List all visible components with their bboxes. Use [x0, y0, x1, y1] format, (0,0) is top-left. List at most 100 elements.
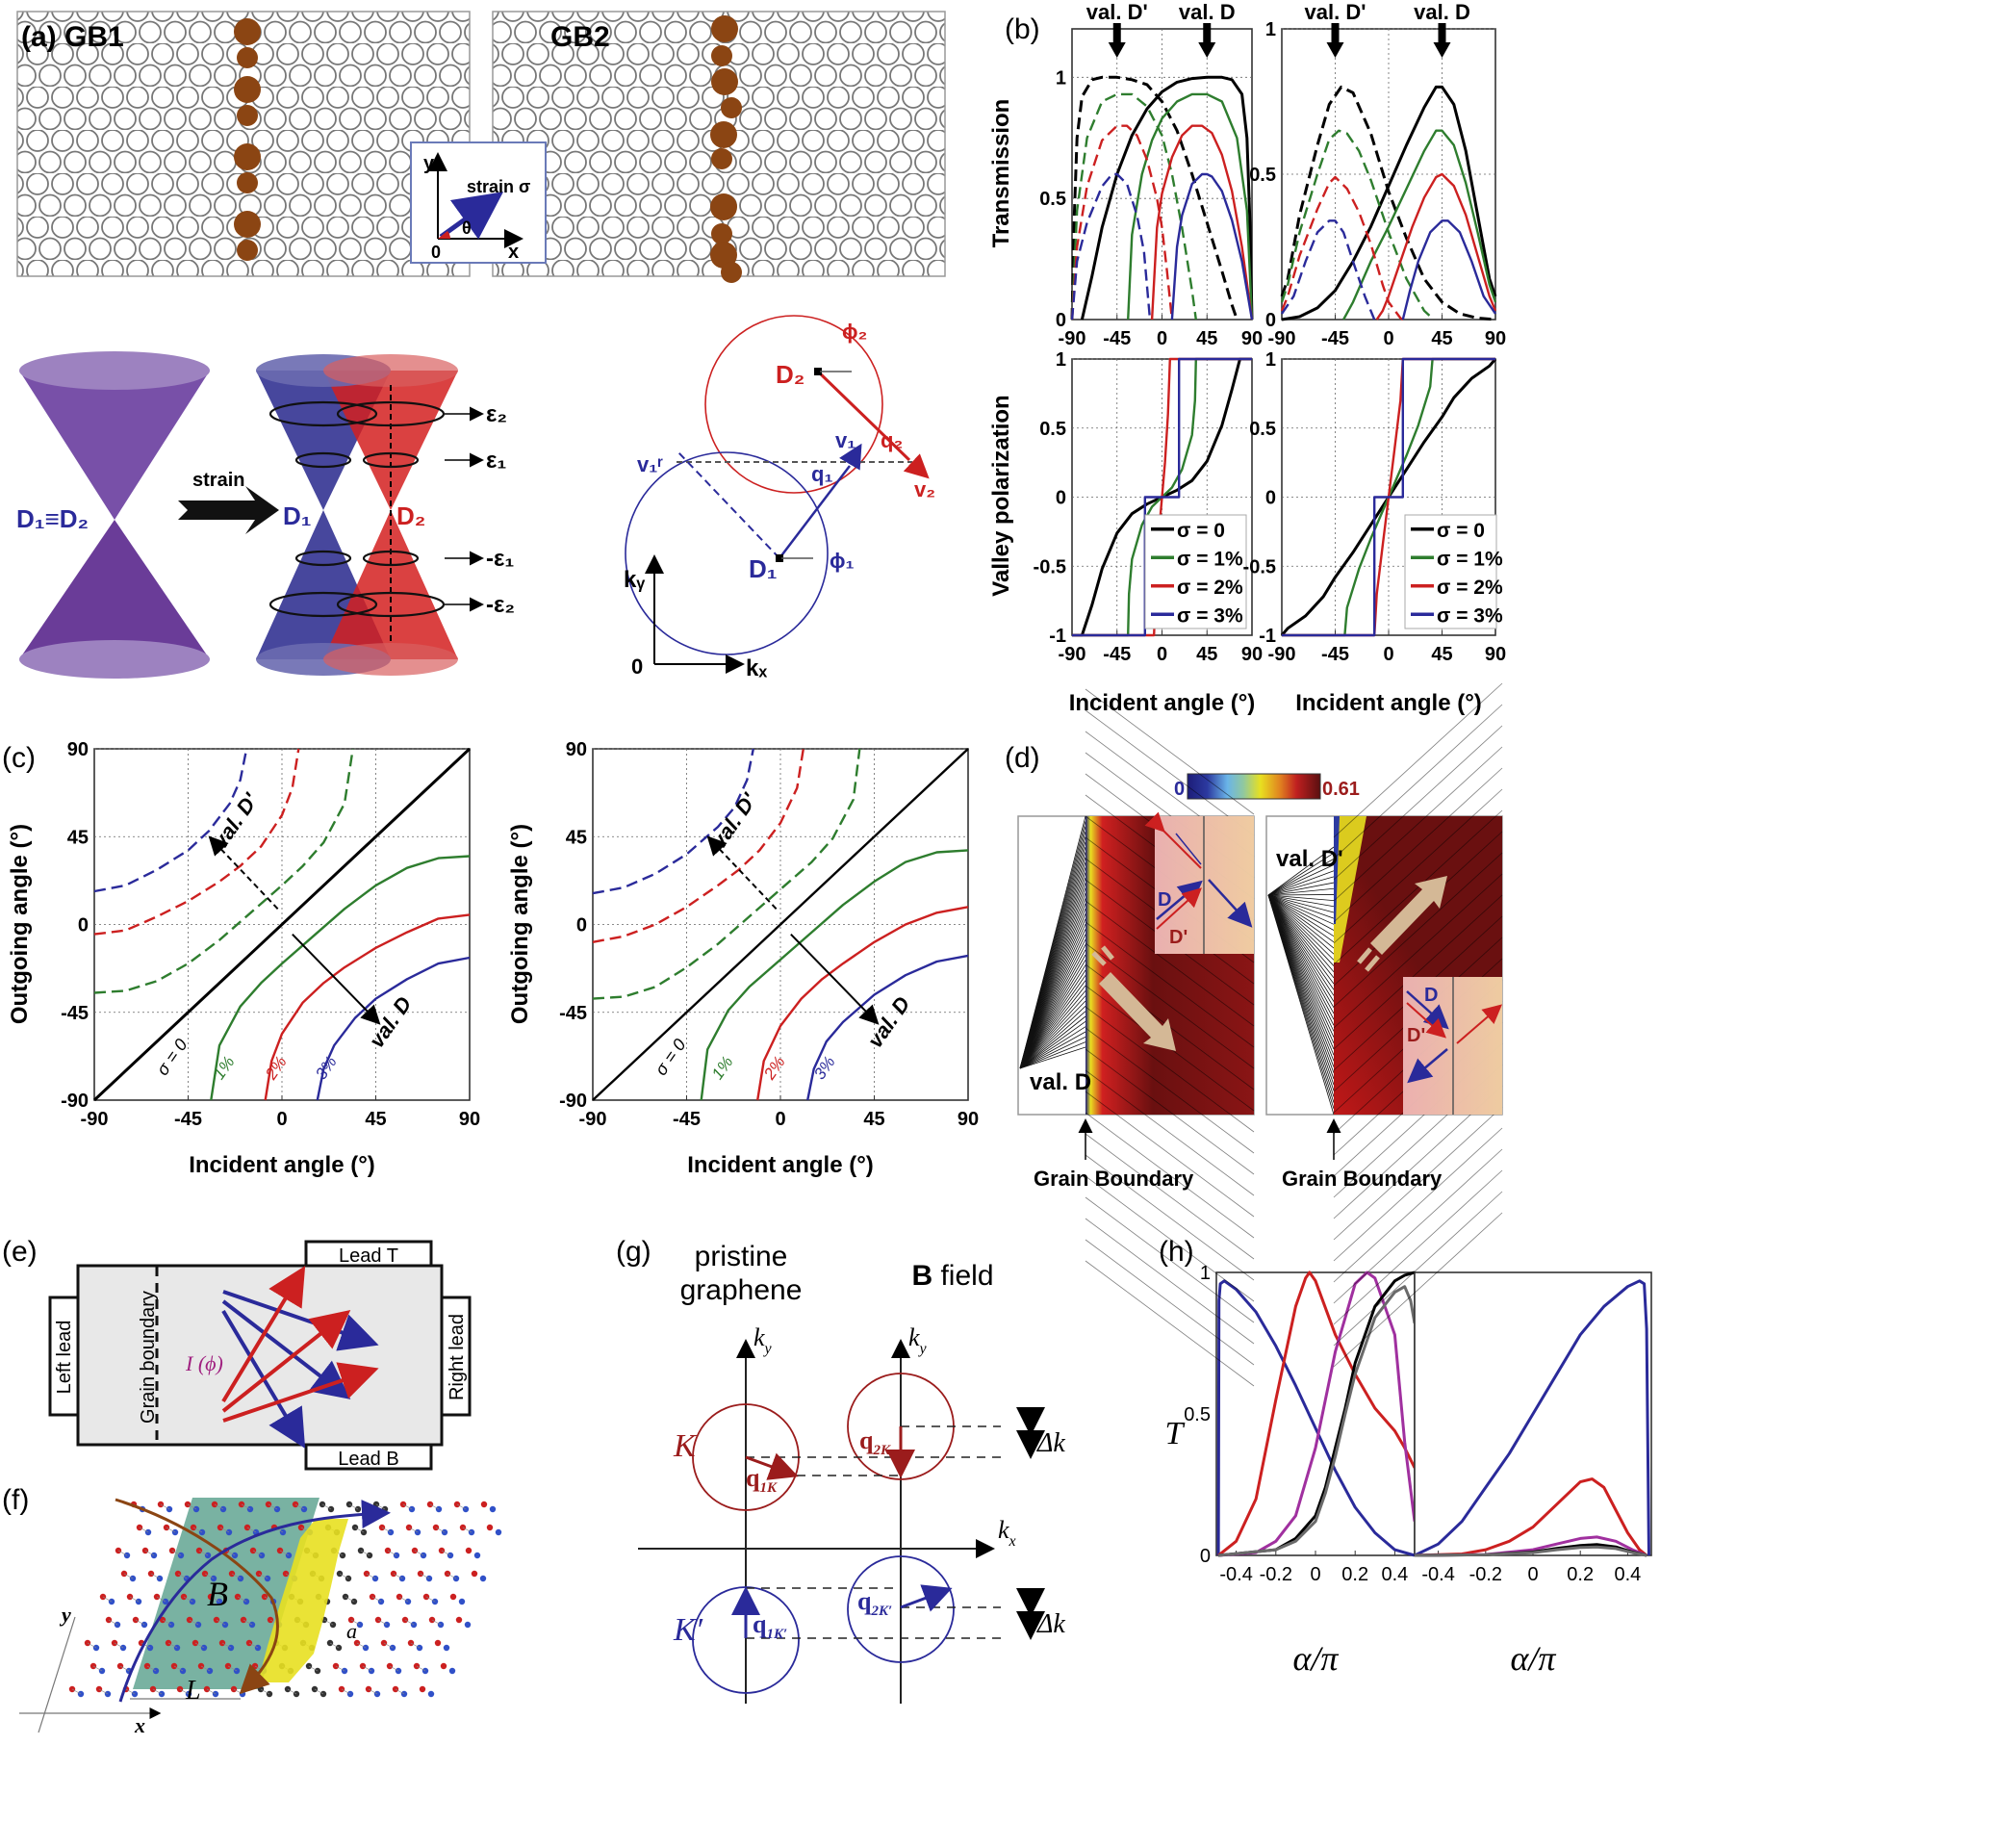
heptagon	[234, 211, 261, 238]
atom-a	[486, 1524, 494, 1531]
y-tick-label: -1	[1049, 626, 1066, 647]
ray	[1019, 1011, 1086, 1069]
valley-arrow-icon	[1326, 23, 1344, 58]
lead-b[interactable]	[304, 1443, 433, 1471]
bond	[447, 1573, 457, 1579]
x-tick-label: -45	[1103, 644, 1131, 665]
grain-boundary-text: Grain boundary	[138, 1291, 159, 1424]
defect-ring	[721, 97, 742, 118]
streamline	[1333, 704, 1503, 860]
ky-label-g1: ky	[753, 1323, 773, 1357]
x-tick-label: -0.4	[1421, 1564, 1454, 1585]
fermi-circle-kp2	[847, 1555, 955, 1663]
y-tick-label: 1	[1265, 349, 1276, 371]
series-line	[592, 748, 969, 1101]
panel-a: (a) GB1 GB2 y x 0 strain σ θ D₁≡D₂ strai…	[16, 11, 946, 681]
y-tick-label: 0	[1200, 1546, 1211, 1567]
atom-a	[434, 1639, 442, 1647]
bond	[87, 1642, 97, 1649]
legend-entry: σ = 1%	[1437, 548, 1503, 570]
gb1-defect-chain	[234, 18, 261, 261]
streamline	[1085, 1239, 1255, 1366]
ray	[1019, 995, 1086, 1069]
col1-line1: pristine	[695, 1241, 788, 1272]
bond	[323, 1619, 334, 1626]
streamline	[1085, 1112, 1255, 1239]
lead-t[interactable]	[304, 1240, 433, 1268]
bond	[248, 1642, 259, 1649]
flow-arrow-right	[1370, 876, 1447, 955]
x-tick-label: 0.2	[1567, 1564, 1594, 1585]
streamline	[1085, 1069, 1255, 1196]
legend-box	[1404, 514, 1497, 629]
right-lead[interactable]	[440, 1296, 472, 1417]
electron-path-kp	[118, 1500, 391, 1703]
ray	[1267, 894, 1335, 990]
v1-arrow	[839, 443, 862, 471]
bond	[429, 1503, 440, 1510]
ray	[1019, 960, 1086, 1069]
bond	[335, 1665, 345, 1672]
chart-b-polarization-gb1: -90 -45 0 45 90 -1 -0.5 0 0.5 1 Valley polarizatio…	[988, 349, 1263, 716]
bond	[119, 1665, 130, 1672]
y-label: y	[59, 1603, 71, 1627]
panel-d: 0 0.61 D D' val. D Grain Boundary	[1017, 682, 1503, 1387]
grain-boundary-label-right: Grain Boundary	[1282, 1167, 1443, 1191]
left-lead[interactable]	[48, 1296, 80, 1417]
q1kp-label: q1K′	[753, 1610, 787, 1642]
y-tick-label: 1	[1200, 1263, 1211, 1284]
map-val-dp: D D' val. D' Grain Boundary	[1265, 682, 1503, 1368]
series-line	[1414, 1545, 1647, 1557]
map-val-d: D D' val. D Grain Boundary	[1017, 688, 1255, 1387]
bond	[339, 1573, 349, 1579]
series-line	[93, 748, 248, 893]
ray	[1267, 894, 1335, 908]
x-tick-label: 0	[1157, 644, 1167, 665]
y-tick-label: -45	[61, 1003, 89, 1024]
colorbar-min: 0	[1174, 779, 1185, 800]
a-label: a	[346, 1619, 357, 1643]
device-body	[76, 1264, 444, 1447]
bond	[152, 1688, 163, 1695]
ray	[1267, 894, 1335, 937]
bond	[231, 1573, 242, 1579]
electron-path-k	[115, 1498, 279, 1695]
y-tick-label: 90	[566, 739, 587, 760]
bond	[354, 1527, 365, 1533]
ray	[1267, 894, 1335, 896]
right-lead-label: Right lead	[447, 1314, 468, 1400]
ray	[1019, 1015, 1086, 1069]
y-tick-label: 0.5	[1249, 165, 1276, 186]
x-tick-label: 0	[1383, 644, 1393, 665]
bond	[243, 1619, 253, 1626]
bond	[123, 1573, 134, 1579]
legend-entry: σ = 1%	[1177, 548, 1243, 570]
lead-t-label: Lead T	[339, 1245, 398, 1267]
x-tick-label: -45	[1321, 644, 1349, 665]
bond	[150, 1573, 161, 1579]
bond	[410, 1642, 421, 1649]
bond	[71, 1688, 82, 1695]
y-axis-label: Valley polarization	[988, 395, 1014, 596]
x-axis-label: α/π	[1511, 1639, 1557, 1678]
bond	[362, 1665, 372, 1672]
chart-h-right: -0.4 -0.2 0 0.2 0.4 α/π	[1414, 1271, 1652, 1678]
x-tick-label: 0.4	[1381, 1564, 1408, 1585]
series-line	[700, 849, 969, 1101]
ray	[1019, 1031, 1086, 1069]
bond	[183, 1596, 193, 1603]
v1-label: v₁	[835, 428, 856, 452]
ray	[1267, 887, 1335, 896]
x-tick-label: 45	[1196, 328, 1217, 349]
ray	[1019, 1000, 1086, 1069]
panel-label-g: (g)	[616, 1236, 651, 1268]
val-dp-region-label: val. D'	[1276, 846, 1343, 872]
series-line	[1281, 219, 1376, 321]
bond	[252, 1550, 263, 1556]
bond	[279, 1550, 290, 1556]
k-d2-label: D₂	[776, 360, 804, 389]
x-axis-label: α/π	[1293, 1639, 1340, 1678]
strain-label: strain σ	[467, 177, 530, 196]
series-line	[1127, 92, 1254, 321]
